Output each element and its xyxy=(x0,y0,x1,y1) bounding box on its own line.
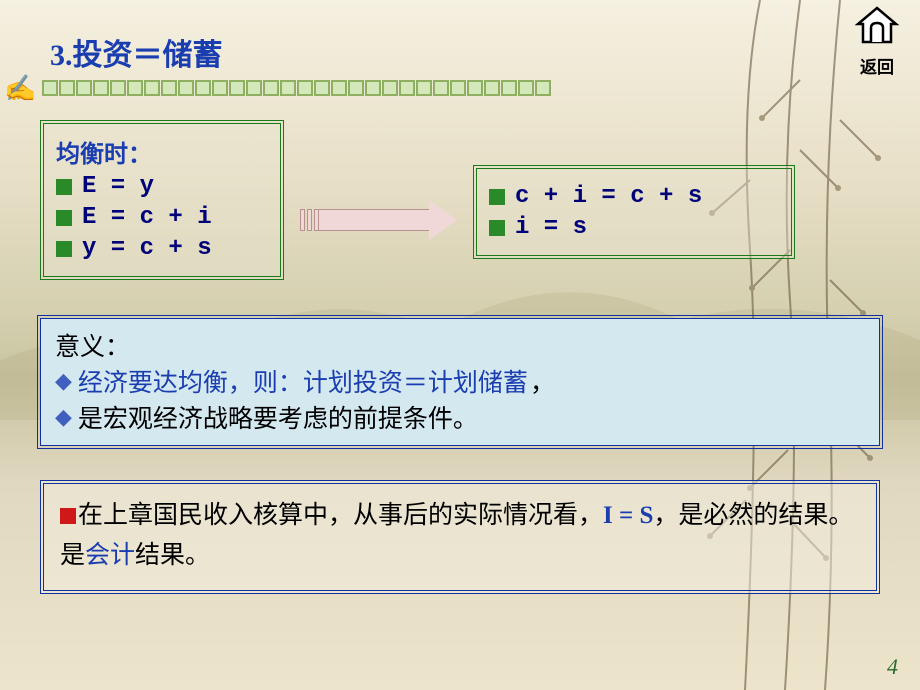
equilibrium-heading: 均衡时： xyxy=(56,134,262,169)
equilibrium-box: 均衡时： E = y E = c + i y = c + s xyxy=(40,120,284,280)
equilibrium-item: E = y xyxy=(56,173,262,200)
square-bullet-icon xyxy=(489,220,505,236)
result-box: c + i = c + s i = s xyxy=(473,165,795,259)
meaning-heading: 意义： xyxy=(55,327,865,363)
note-is-eq: I = S xyxy=(603,502,653,529)
meaning-line-2: ◆ 是宏观经济战略要考虑的前提条件。 xyxy=(55,399,865,435)
note-part1: 在上章国民收入核算中，从事后的实际情况看， xyxy=(78,502,603,529)
note-box: 在上章国民收入核算中，从事后的实际情况看，I = S，是必然的结果。是会计结果。 xyxy=(40,480,880,594)
hand-writing-icon: ✍ xyxy=(4,74,36,104)
meaning-box: 意义： ◆ 经济要达均衡，则：计划投资＝计划储蓄， ◆ 是宏观经济战略要考虑的前… xyxy=(40,318,880,446)
arrow-icon xyxy=(300,200,457,240)
square-bullet-icon xyxy=(56,179,72,195)
note-accounting: 会计 xyxy=(85,542,135,569)
note-part3: 结果。 xyxy=(135,542,210,569)
square-bullet-icon xyxy=(56,210,72,226)
equilibrium-item: y = c + s xyxy=(56,235,262,262)
square-bullet-icon xyxy=(489,189,505,205)
decorative-squares xyxy=(42,80,880,96)
result-item: c + i = c + s xyxy=(489,183,773,210)
equilibrium-item: E = c + i xyxy=(56,204,262,231)
square-bullet-icon xyxy=(56,241,72,257)
back-label: 返回 xyxy=(846,53,908,78)
back-button[interactable]: 返回 xyxy=(846,6,908,78)
result-item: i = s xyxy=(489,214,773,241)
page-number: 4 xyxy=(887,654,898,680)
home-icon xyxy=(846,6,908,53)
square-bullet-red xyxy=(60,508,76,524)
slide-title: 3.投资＝储蓄 xyxy=(50,30,880,74)
meaning-line-1: ◆ 经济要达均衡，则：计划投资＝计划储蓄， xyxy=(55,363,865,399)
